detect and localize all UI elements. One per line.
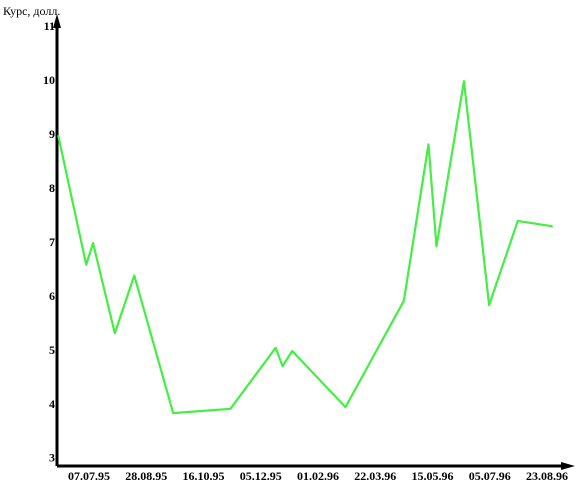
line-series [57,80,553,415]
x-tick-label: 05.12.95 [240,469,282,483]
y-axis-arrow [53,14,61,28]
y-tick-label: 9 [49,127,55,141]
y-tick-label: 11 [44,19,55,33]
y-axis-label: Курс, долл. [3,4,60,18]
y-tick-label: 4 [49,397,55,411]
y-tick-label: 6 [49,289,55,303]
y-tick-label: 8 [49,181,55,195]
x-tick-label: 01.02.96 [297,469,339,483]
x-tick-label: 23.08.96 [526,469,568,483]
y-tick-label: 3 [49,451,55,465]
y-tick-label: 10 [43,73,55,87]
x-tick-label: 28.08.95 [125,469,167,483]
y-tick-label: 5 [49,343,55,357]
x-tick-label: 05.07.96 [469,469,511,483]
x-tick-label: 07.07.95 [68,469,110,483]
x-tick-label: 15.05.96 [411,469,453,483]
y-tick-label: 7 [49,235,55,249]
x-tick-label: 22.03.96 [354,469,396,483]
x-tick-label: 16.10.95 [183,469,225,483]
x-axis-arrow [561,462,575,470]
